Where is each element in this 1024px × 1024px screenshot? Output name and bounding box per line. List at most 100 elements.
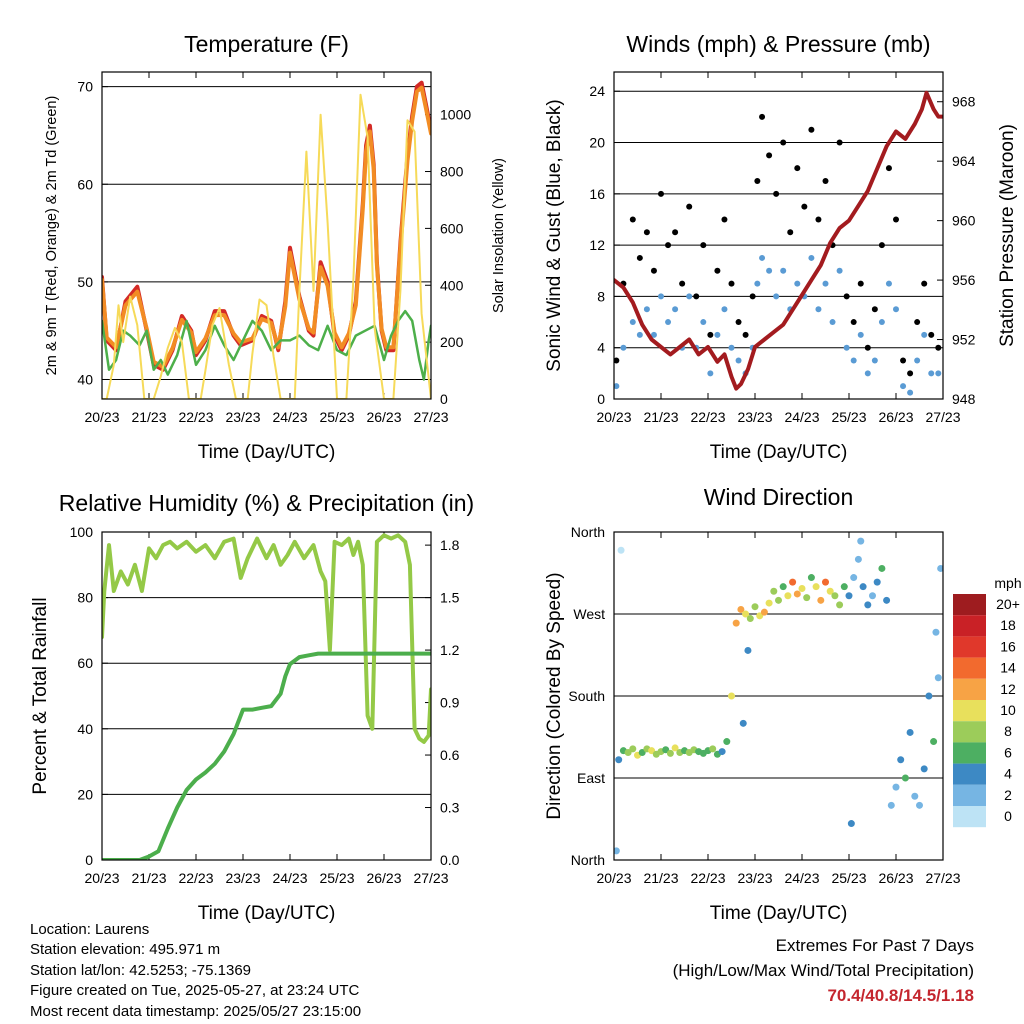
y-tick-label: 80: [77, 590, 93, 606]
data-point: [900, 357, 907, 364]
recent-text: Most recent data timestamp: 2025/05/27 2…: [30, 1002, 362, 1020]
x-tick-label: 24/23: [272, 870, 307, 886]
data-point: [928, 331, 935, 338]
colorbar-label: 2: [1004, 787, 1012, 803]
direction-point: [718, 748, 726, 756]
data-point: [914, 319, 921, 326]
x-tick-label: 23/23: [225, 409, 260, 425]
data-point: [885, 280, 892, 287]
station-info: Location: Laurens Station elevation: 495…: [30, 920, 361, 1022]
y-tick-label: North: [571, 524, 605, 540]
data-point: [850, 357, 857, 364]
chart-panel: 40 50 60 70 0 200 400 600 800 1000 20/23 21/23 22/23…: [44, 31, 507, 463]
direction-point: [617, 546, 625, 554]
y-tick-label: 60: [77, 655, 93, 671]
colorbar-swatch: [953, 678, 986, 700]
extremes-title: Extremes For Past 7 Days: [775, 936, 974, 955]
data-point: [636, 331, 643, 338]
y-tick-label: North: [571, 852, 605, 868]
direction-point: [869, 592, 876, 600]
colorbar-swatch: [953, 700, 986, 722]
direction-point: [798, 584, 806, 592]
data-point: [914, 357, 921, 364]
direction-point: [857, 537, 865, 545]
direction-point: [937, 564, 943, 572]
x-tick-label: 20/23: [84, 870, 119, 886]
y-tick-label: 50: [77, 274, 93, 290]
x-tick-label: 20/23: [84, 409, 119, 425]
data-point: [742, 331, 749, 338]
x-tick-label: 25/23: [319, 870, 354, 886]
data-point: [700, 319, 707, 326]
data-point: [907, 370, 914, 377]
data-point: [759, 113, 766, 120]
x-tick-label: 21/23: [131, 870, 166, 886]
location-text: Location: Laurens: [30, 921, 150, 938]
data-point: [885, 165, 892, 172]
data-point: [773, 293, 780, 300]
plot-area: [102, 80, 431, 399]
latlon-text: Station lat/lon: 42.5253; -75.1369: [30, 961, 252, 979]
direction-point: [897, 756, 905, 764]
data-point: [857, 331, 864, 338]
data-point: [714, 331, 721, 338]
direction-point: [850, 574, 858, 582]
x-tick-label: 25/23: [319, 409, 354, 425]
chart-panel: North East South West North 20/23 21/23 22/23 23…: [544, 484, 1022, 924]
direction-point: [873, 578, 881, 586]
data-point: [893, 306, 899, 313]
direction-point: [624, 748, 632, 756]
data-point: [773, 190, 780, 197]
y-tick-label: 20: [589, 135, 605, 151]
colorbar-swatch: [953, 763, 986, 785]
data-point: [766, 152, 773, 159]
x-tick-label: 23/23: [225, 870, 260, 886]
direction-point: [739, 719, 747, 727]
direction-point: [906, 728, 914, 736]
created-text: Figure created on Tue, 2025-05-27, at 23…: [30, 982, 360, 1000]
data-point: [749, 293, 756, 300]
x-tick-label: 27/23: [925, 409, 960, 425]
x-tick-label: 20/23: [596, 870, 631, 886]
x-axis-label: Time (Day/UTC): [198, 442, 336, 463]
direction-point: [932, 628, 940, 636]
direction-point: [732, 619, 740, 627]
direction-point: [728, 692, 735, 700]
data-point: [928, 370, 935, 377]
x-tick-label: 21/23: [643, 409, 678, 425]
data-point: [900, 383, 907, 390]
data-point: [672, 229, 679, 236]
direction-point: [709, 745, 717, 753]
data-point: [728, 344, 735, 351]
colorbar-label: 10: [1000, 702, 1016, 718]
series-line: [102, 533, 431, 744]
extremes-values: 70.4/40.8/14.5/1.18: [827, 986, 974, 1005]
direction-point: [812, 583, 820, 591]
data-point: [893, 216, 899, 223]
x-tick-label: 27/23: [925, 870, 960, 886]
data-point: [836, 139, 843, 146]
x-tick-label: 21/23: [643, 870, 678, 886]
series-line: [102, 309, 431, 381]
data-point: [850, 319, 857, 326]
direction-point: [756, 612, 764, 620]
colorbar-swatch: [953, 594, 986, 616]
extremes-panel: Extremes For Past 7 Days (High/Low/Max W…: [673, 933, 974, 1008]
data-point: [643, 229, 650, 236]
y-right-tick-label: 968: [952, 94, 976, 110]
colorbar-label: 14: [1000, 660, 1016, 676]
x-tick-label: 25/23: [831, 870, 866, 886]
direction-point: [648, 747, 656, 755]
data-point: [794, 280, 801, 287]
data-point: [907, 389, 914, 396]
data-point: [801, 203, 808, 210]
y-tick-label: East: [577, 770, 605, 786]
data-point: [672, 306, 679, 313]
data-point: [878, 242, 885, 249]
x-tick-label: 26/23: [366, 409, 401, 425]
data-point: [808, 254, 815, 261]
colorbar-swatch: [953, 657, 986, 679]
data-point: [665, 319, 672, 326]
y-right-tick-label: 0.3: [440, 800, 460, 816]
direction-point: [859, 583, 867, 591]
